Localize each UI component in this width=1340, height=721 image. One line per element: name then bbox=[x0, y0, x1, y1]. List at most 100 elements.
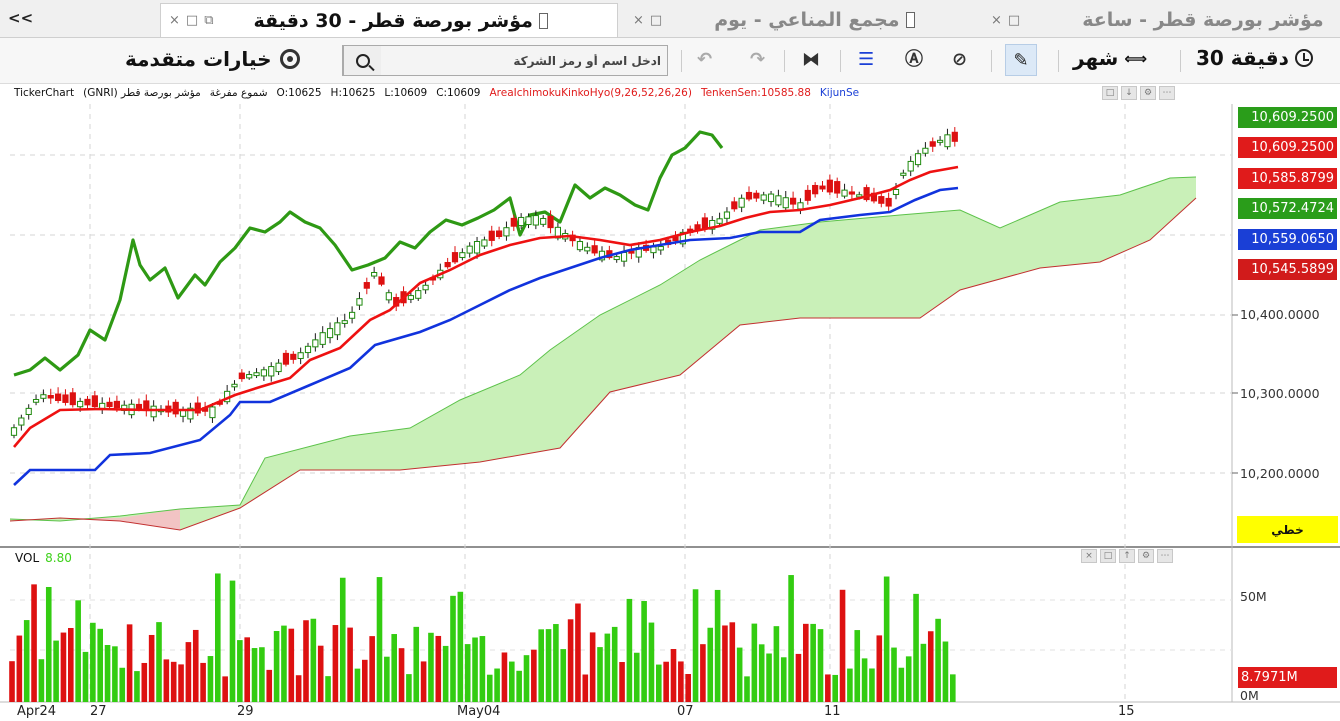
candle bbox=[113, 400, 121, 408]
volume-bar bbox=[288, 628, 295, 702]
candle bbox=[84, 398, 91, 406]
volume-bar bbox=[663, 661, 669, 702]
more-icon[interactable]: ⋯ bbox=[1157, 549, 1173, 563]
maximize-icon[interactable]: □ bbox=[1100, 549, 1116, 563]
volume-bar bbox=[869, 668, 875, 702]
candle bbox=[841, 189, 848, 197]
close-icon[interactable]: × bbox=[1081, 549, 1097, 563]
volume-bar bbox=[16, 635, 23, 702]
tab-checkbox-icon[interactable] bbox=[538, 12, 548, 29]
period-selector[interactable]: شهر ⟺ bbox=[1073, 46, 1147, 70]
volume-bar bbox=[317, 645, 324, 702]
volume-bar bbox=[457, 591, 464, 702]
move-down-icon[interactable]: ↓ bbox=[1121, 86, 1137, 100]
tab-mannai-day[interactable]: × □ مجمع المناعي - يوم bbox=[625, 3, 975, 37]
volume-bar bbox=[295, 675, 302, 702]
alert-icon[interactable]: Ⓐ bbox=[905, 49, 923, 70]
period-label: شهر bbox=[1073, 46, 1119, 70]
tab-detach-icon[interactable]: ⧉ bbox=[204, 13, 214, 28]
volume-bar bbox=[722, 625, 728, 702]
candle bbox=[407, 295, 414, 300]
candle bbox=[466, 245, 473, 254]
binoculars-icon[interactable]: ⧓ bbox=[802, 49, 820, 70]
volume-bar bbox=[251, 648, 258, 702]
volume-bar bbox=[266, 669, 273, 702]
volume-bar bbox=[486, 674, 493, 702]
toolbar-separator bbox=[784, 50, 785, 72]
candle bbox=[731, 201, 738, 210]
volume-bar bbox=[68, 627, 74, 702]
volume-bar bbox=[501, 652, 508, 702]
candle bbox=[907, 160, 914, 172]
volume-bar bbox=[31, 584, 37, 702]
tab-restore-icon[interactable]: □ bbox=[185, 13, 199, 28]
candle bbox=[172, 401, 179, 415]
volume-bar bbox=[141, 662, 148, 702]
candle bbox=[135, 403, 143, 410]
candle bbox=[282, 352, 290, 365]
volume-bar bbox=[523, 655, 530, 702]
candle bbox=[709, 219, 716, 230]
toolbar: خيارات متقدمة ↶ ↷ ⧓ ☰ Ⓐ ⊘ ✎ شهر ⟺ 30 دقي… bbox=[0, 38, 1340, 84]
volume-bar bbox=[200, 662, 206, 702]
price-axis-label: 10,200.0000 bbox=[1240, 466, 1320, 481]
candle bbox=[40, 394, 47, 399]
volume-bar bbox=[354, 668, 361, 702]
tab-close-icon[interactable]: × bbox=[633, 12, 644, 28]
candle bbox=[473, 241, 481, 254]
tab-restore-icon[interactable]: □ bbox=[1007, 12, 1021, 28]
indicator-name: AreaIchimokuKinkoHyo(9,26,52,26,26) bbox=[489, 87, 692, 99]
tab-close-icon[interactable]: × bbox=[991, 12, 1002, 28]
tab-qe-index-30min[interactable]: × □ ⧉ مؤشر بورصة قطر - 30 دقيقة bbox=[160, 3, 618, 37]
scale-mode-toggle[interactable]: خطي bbox=[1237, 516, 1338, 543]
more-icon[interactable]: ⋯ bbox=[1159, 86, 1175, 100]
tab-restore-icon[interactable]: □ bbox=[649, 12, 663, 28]
interval-selector[interactable]: 30 دقيقة bbox=[1196, 46, 1313, 70]
candle bbox=[878, 196, 885, 204]
volume-bar bbox=[766, 653, 772, 702]
volume-bar bbox=[626, 598, 633, 702]
candle bbox=[69, 392, 76, 406]
volume-bar bbox=[273, 631, 280, 702]
indicator-list-icon[interactable]: ☰ bbox=[858, 49, 875, 70]
candle bbox=[334, 322, 341, 336]
tab-qe-index-hour[interactable]: × □ مؤشر بورصة قطر - ساعة bbox=[985, 3, 1340, 37]
volume-bar bbox=[119, 667, 126, 702]
volume-bar bbox=[729, 622, 736, 702]
candle bbox=[518, 216, 525, 227]
search-button[interactable] bbox=[343, 46, 381, 75]
maximize-icon[interactable]: □ bbox=[1102, 86, 1118, 100]
candle bbox=[32, 398, 40, 403]
candle bbox=[209, 406, 216, 419]
candle bbox=[951, 131, 958, 142]
candle bbox=[584, 246, 591, 252]
undo-icon[interactable]: ↶ bbox=[697, 49, 713, 70]
gear-icon bbox=[279, 49, 300, 69]
tab-checkbox-icon[interactable] bbox=[905, 12, 915, 28]
candle bbox=[91, 395, 98, 408]
period-icon: ⟺ bbox=[1124, 48, 1148, 68]
drawing-tools-button[interactable]: ✎ bbox=[1005, 44, 1037, 76]
volume-bar bbox=[148, 634, 155, 702]
collapse-tabs-button[interactable]: << bbox=[8, 9, 34, 27]
tab-close-icon[interactable]: × bbox=[169, 13, 180, 28]
move-up-icon[interactable]: ↑ bbox=[1119, 549, 1135, 563]
advanced-options-button[interactable]: خيارات متقدمة bbox=[125, 47, 300, 71]
candle bbox=[716, 218, 723, 224]
candle bbox=[319, 332, 326, 345]
candle bbox=[150, 405, 157, 418]
volume-bar bbox=[310, 618, 317, 702]
settings-icon[interactable]: ⚙ bbox=[1138, 549, 1154, 563]
candle bbox=[246, 374, 253, 379]
settings-icon[interactable]: ⚙ bbox=[1140, 86, 1156, 100]
candle bbox=[620, 251, 628, 262]
company-search-input[interactable] bbox=[381, 46, 667, 75]
close-value: C:10609 bbox=[436, 87, 481, 99]
chart-info-line: TickerChart مؤشر بورصة قطر (GNRI) شموع م… bbox=[14, 87, 859, 103]
candle bbox=[650, 246, 657, 254]
redo-icon[interactable]: ↷ bbox=[750, 49, 766, 70]
volume-bar bbox=[104, 645, 111, 702]
chart-style-icon[interactable]: ⊘ bbox=[952, 49, 968, 70]
